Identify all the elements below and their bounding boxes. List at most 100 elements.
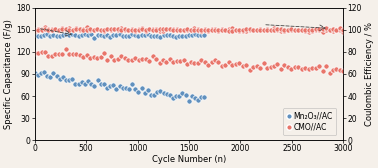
Point xyxy=(285,66,291,69)
Point xyxy=(176,95,182,98)
Point xyxy=(123,35,129,37)
Point xyxy=(316,29,322,32)
Point xyxy=(173,35,179,38)
Point xyxy=(104,28,110,30)
Point xyxy=(80,27,86,30)
Point xyxy=(226,28,232,31)
Point xyxy=(91,36,98,39)
Point xyxy=(85,34,91,37)
Point xyxy=(173,95,179,98)
Point xyxy=(236,62,242,65)
Point xyxy=(201,29,208,31)
Point xyxy=(42,26,48,28)
Point xyxy=(151,34,157,37)
Point xyxy=(160,59,166,61)
Point xyxy=(104,87,110,89)
Point xyxy=(107,36,113,38)
Point xyxy=(98,34,104,37)
Point xyxy=(271,29,277,32)
Point xyxy=(76,83,82,86)
Point xyxy=(122,29,128,31)
Point xyxy=(257,28,263,31)
Point xyxy=(184,28,190,31)
Point xyxy=(167,28,173,31)
Point xyxy=(129,58,135,61)
Point xyxy=(205,29,211,32)
Point xyxy=(32,29,38,32)
Point xyxy=(112,59,118,62)
X-axis label: Cycle Number (n): Cycle Number (n) xyxy=(152,155,226,164)
Point xyxy=(57,35,63,38)
Point xyxy=(150,28,156,31)
Point xyxy=(316,28,322,30)
Point xyxy=(319,28,325,31)
Point xyxy=(161,34,167,36)
Point xyxy=(219,29,225,31)
Point xyxy=(176,34,182,37)
Point xyxy=(330,28,336,31)
Point xyxy=(87,29,93,32)
Point xyxy=(229,29,235,32)
Point xyxy=(268,29,274,32)
Point xyxy=(45,28,51,31)
Point xyxy=(160,29,166,32)
Point xyxy=(60,33,66,36)
Point xyxy=(94,28,100,31)
Point xyxy=(129,83,135,86)
Point xyxy=(313,28,319,31)
Point xyxy=(299,28,305,31)
Point xyxy=(66,29,72,32)
Point xyxy=(180,92,186,95)
Point xyxy=(113,34,119,36)
Point xyxy=(136,28,142,31)
Point xyxy=(80,28,86,31)
Point xyxy=(163,60,169,63)
Point xyxy=(302,28,308,31)
Point xyxy=(186,34,192,37)
Point xyxy=(73,27,79,29)
Point xyxy=(101,29,107,32)
Point xyxy=(82,33,88,35)
Point xyxy=(278,28,284,30)
Point xyxy=(108,29,114,32)
Point xyxy=(212,28,218,30)
Point xyxy=(87,28,93,30)
Point xyxy=(108,28,114,31)
Point xyxy=(264,29,270,31)
Point xyxy=(340,70,346,73)
Point xyxy=(98,55,104,58)
Point xyxy=(264,28,270,30)
Point xyxy=(264,67,270,70)
Point xyxy=(136,28,142,31)
Point xyxy=(135,34,141,37)
Point xyxy=(42,28,48,31)
Point xyxy=(129,28,135,31)
Point xyxy=(94,33,101,36)
Point xyxy=(181,28,187,31)
Point xyxy=(236,29,242,32)
Point xyxy=(177,28,183,31)
Point xyxy=(87,56,93,59)
Point xyxy=(188,29,194,31)
Point xyxy=(174,29,180,32)
Point xyxy=(156,62,163,65)
Point xyxy=(201,28,208,31)
Point xyxy=(212,58,218,61)
Point xyxy=(233,62,239,65)
Point xyxy=(148,94,154,97)
Point xyxy=(323,29,329,32)
Point xyxy=(198,34,204,36)
Point xyxy=(94,28,100,31)
Point xyxy=(38,72,44,75)
Point xyxy=(288,68,294,70)
Point xyxy=(191,27,197,30)
Point xyxy=(153,58,159,60)
Point xyxy=(125,28,131,31)
Point xyxy=(73,34,79,36)
Point xyxy=(104,34,110,37)
Point xyxy=(44,75,50,78)
Point xyxy=(142,92,148,94)
Point xyxy=(167,34,173,37)
Point xyxy=(170,28,177,31)
Point xyxy=(35,28,41,30)
